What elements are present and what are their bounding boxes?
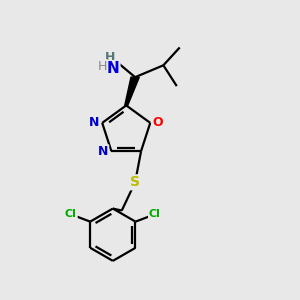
Text: Cl: Cl xyxy=(149,209,161,219)
Text: N: N xyxy=(98,145,108,158)
Text: N: N xyxy=(89,116,99,129)
Text: O: O xyxy=(152,116,163,129)
Text: H: H xyxy=(98,60,107,73)
Text: H: H xyxy=(105,51,115,64)
Text: S: S xyxy=(130,175,140,189)
Text: Cl: Cl xyxy=(65,209,77,219)
Polygon shape xyxy=(125,77,139,105)
Text: N: N xyxy=(107,61,120,76)
